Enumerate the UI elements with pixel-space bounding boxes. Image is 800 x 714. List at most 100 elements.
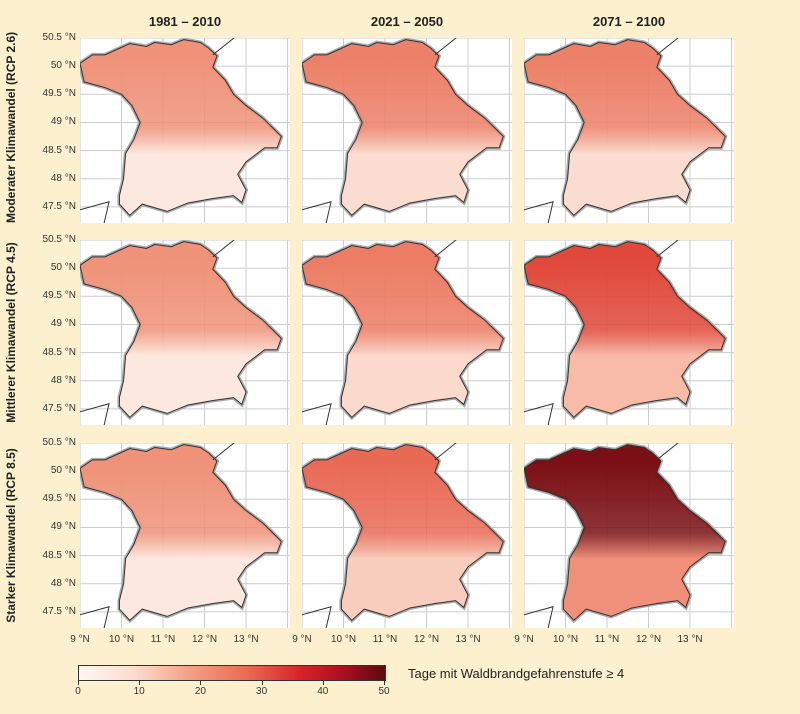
country-border — [524, 606, 554, 628]
column-title: 2021 – 2050 — [370, 14, 444, 29]
lat-tick-label: 49 °N — [50, 318, 76, 330]
map-panel — [524, 443, 734, 628]
lon-tick-label: 13 °N — [233, 634, 259, 645]
lat-tick-label: 48.5 °N — [42, 549, 76, 561]
colorbar-tick-label: 10 — [133, 686, 145, 697]
colorbar-tick-label: 0 — [75, 686, 81, 697]
lon-tick-label: 12 °N — [635, 634, 662, 645]
map-svg — [302, 443, 512, 628]
bavaria-region — [80, 444, 282, 622]
colorbar-tick-label: 30 — [256, 686, 268, 697]
map-panel — [302, 240, 512, 425]
map-svg — [302, 38, 512, 223]
bavaria-region — [524, 444, 726, 622]
lat-tick-label: 48 °N — [50, 374, 76, 386]
lon-tick-label: 9 °N — [292, 634, 312, 645]
map-panel — [302, 443, 512, 628]
lon-tick-label: 9 °N — [514, 634, 534, 645]
bavaria-region — [302, 39, 504, 217]
lat-tick-label: 47.5 °N — [42, 402, 76, 414]
colorbar-title: Tage mit Waldbrandgefahrenstufe ≥ 4 — [408, 666, 625, 681]
lon-tick-label: 13 °N — [677, 634, 703, 645]
colorbar-tick — [384, 680, 385, 685]
bavaria-region — [524, 241, 726, 419]
bavaria-region — [80, 241, 282, 419]
bavaria-region — [302, 444, 504, 622]
bavaria-region — [80, 39, 282, 217]
country-border — [434, 240, 457, 258]
country-border — [302, 201, 332, 223]
lon-tick-label: 11 °N — [594, 634, 620, 645]
row-title: Moderater Klimawandel (RCP 2.6) — [4, 31, 18, 223]
country-border — [434, 443, 457, 461]
colorbar-tick — [261, 680, 263, 685]
lat-tick-label: 47.5 °N — [42, 605, 76, 617]
map-svg — [524, 240, 734, 425]
colorbar-tick — [322, 680, 324, 685]
lat-tick-label: 47.5 °N — [42, 200, 76, 212]
lat-tick-label: 50 °N — [50, 262, 76, 274]
lon-tick-label: 10 °N — [108, 634, 135, 645]
lon-tick-label: 11 °N — [150, 634, 176, 645]
lat-tick-label: 50.5 °N — [42, 437, 76, 448]
lat-tick-label: 48 °N — [50, 577, 76, 589]
lat-tick-label: 50.5 °N — [42, 32, 76, 43]
country-border — [302, 403, 332, 425]
lon-tick-label: 10 °N — [330, 634, 357, 645]
country-border — [212, 38, 235, 56]
lat-tick-label: 49.5 °N — [42, 88, 76, 100]
country-border — [656, 443, 679, 461]
lat-tick-label: 48 °N — [50, 172, 76, 184]
country-border — [80, 606, 110, 628]
lat-tick-label: 50.5 °N — [42, 234, 76, 245]
map-svg — [80, 240, 290, 425]
lat-tick-label: 49 °N — [50, 521, 76, 533]
lat-tick-label: 49.5 °N — [42, 493, 76, 505]
map-svg — [524, 443, 734, 628]
lon-tick-label: 11 °N — [372, 634, 398, 645]
lat-tick-label: 48.5 °N — [42, 346, 76, 358]
country-border — [80, 201, 110, 223]
map-panel — [524, 240, 734, 425]
country-border — [524, 403, 554, 425]
colorbar-tick — [200, 680, 202, 685]
colorbar-tick — [78, 680, 79, 685]
map-svg — [80, 443, 290, 628]
lat-tick-label: 48.5 °N — [42, 144, 76, 156]
map-panel — [524, 38, 734, 223]
lon-tick-label: 10 °N — [552, 634, 579, 645]
country-border — [524, 201, 554, 223]
map-panel — [80, 443, 290, 628]
column-title: 1981 – 2010 — [148, 14, 222, 29]
country-border — [212, 443, 235, 461]
colorbar-tick-label: 40 — [317, 686, 329, 697]
map-svg — [302, 240, 512, 425]
country-border — [302, 606, 332, 628]
country-border — [656, 240, 679, 258]
colorbar-tick-label: 20 — [194, 686, 206, 697]
map-panel — [80, 240, 290, 425]
map-svg — [80, 38, 290, 223]
bavaria-region — [302, 241, 504, 419]
country-border — [656, 38, 679, 56]
country-border — [80, 403, 110, 425]
lat-tick-label: 50 °N — [50, 465, 76, 477]
lon-tick-label: 12 °N — [413, 634, 440, 645]
colorbar-tick-label: 50 — [378, 686, 390, 697]
bavaria-region — [524, 39, 726, 217]
lat-tick-label: 50 °N — [50, 60, 76, 72]
country-border — [434, 38, 457, 56]
lon-tick-label: 13 °N — [455, 634, 481, 645]
colorbar-tick — [139, 680, 141, 685]
lon-tick-label: 9 °N — [70, 634, 90, 645]
colorbar — [78, 665, 386, 681]
country-border — [212, 240, 235, 258]
map-panel — [302, 38, 512, 223]
row-title: Mittlerer Klimawandel (RCP 4.5) — [4, 242, 18, 423]
lat-tick-label: 49 °N — [50, 116, 76, 128]
lon-tick-label: 12 °N — [191, 634, 218, 645]
row-title: Starker Klimawandel (RCP 8.5) — [4, 448, 18, 623]
map-svg — [524, 38, 734, 223]
map-panel — [80, 38, 290, 223]
